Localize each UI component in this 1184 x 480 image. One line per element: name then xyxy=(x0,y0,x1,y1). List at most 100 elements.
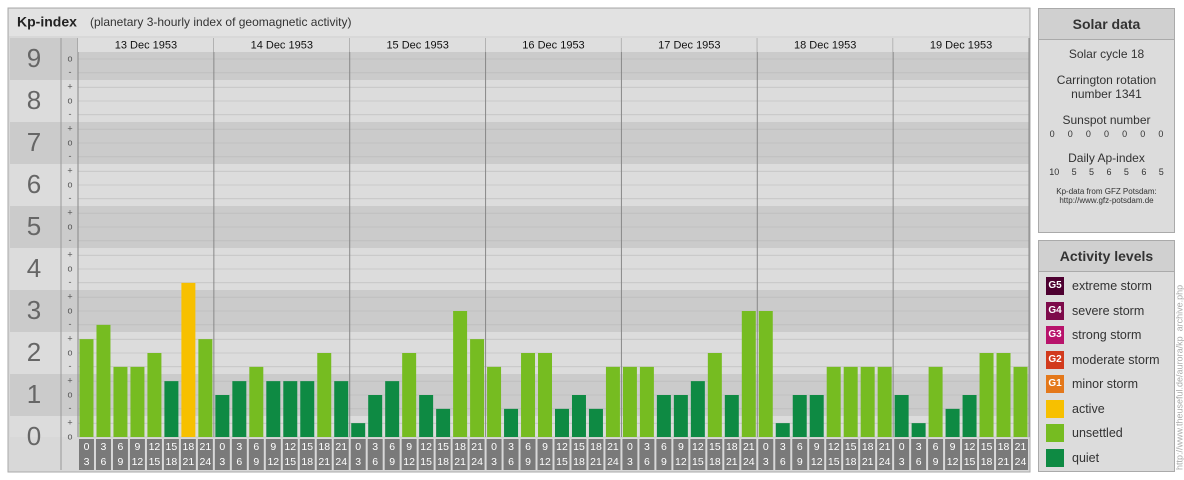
x-tick-label: 14 Dec 1953 xyxy=(251,39,313,51)
hour-label: 0 xyxy=(84,441,90,453)
minor-tick-label: + xyxy=(67,250,72,260)
hour-box xyxy=(945,439,961,470)
hour-label: 6 xyxy=(525,441,531,453)
bar xyxy=(588,408,603,437)
hour-label: 0 xyxy=(355,441,361,453)
hour-label: 6 xyxy=(661,441,667,453)
hour-label: 6 xyxy=(916,456,922,468)
legend-label: severe storm xyxy=(1072,303,1145,318)
legend-swatch xyxy=(1046,399,1064,418)
chart-title: Kp-index xyxy=(17,14,77,30)
minor-tick-label: - xyxy=(69,235,72,245)
hour-label: 15 xyxy=(692,456,704,468)
hour-label: 12 xyxy=(132,456,144,468)
legend-swatch: G5 xyxy=(1046,277,1064,296)
bar xyxy=(656,395,671,437)
hour-box xyxy=(894,439,910,470)
hour-label: 21 xyxy=(879,441,891,453)
bar xyxy=(639,366,654,437)
sunspot-value: 0 xyxy=(1085,129,1091,139)
hour-label: 3 xyxy=(84,456,90,468)
minor-tick-label: - xyxy=(69,277,72,287)
hour-box xyxy=(418,439,434,470)
hour-label: 15 xyxy=(284,456,296,468)
hour-box xyxy=(248,439,264,470)
hour-label: 6 xyxy=(644,456,650,468)
bar xyxy=(147,353,162,437)
hour-label: 3 xyxy=(372,441,378,453)
bar xyxy=(487,366,502,437)
hour-label: 9 xyxy=(933,456,939,468)
date-row xyxy=(485,38,622,52)
minor-tick-label: o xyxy=(67,347,72,357)
bar xyxy=(436,408,451,437)
bar xyxy=(877,366,892,437)
hour-box xyxy=(554,439,570,470)
legend-label: moderate storm xyxy=(1072,352,1160,367)
hour-box xyxy=(520,439,536,470)
bar xyxy=(979,353,994,437)
date-row xyxy=(893,38,1029,52)
bar xyxy=(198,339,213,437)
hour-label: 3 xyxy=(508,441,514,453)
hour-label: 24 xyxy=(471,456,483,468)
hour-label: 18 xyxy=(301,456,313,468)
header xyxy=(9,9,1029,36)
hour-label: 12 xyxy=(420,441,432,453)
hour-label: 18 xyxy=(845,456,857,468)
hour-label: 12 xyxy=(403,456,415,468)
hour-box xyxy=(384,439,400,470)
hour-label: 21 xyxy=(183,456,195,468)
hour-box xyxy=(401,439,417,470)
hour-label: 15 xyxy=(709,441,721,453)
hour-label: 15 xyxy=(556,456,568,468)
hour-label: 6 xyxy=(780,456,786,468)
hour-label: 3 xyxy=(780,441,786,453)
hour-label: 6 xyxy=(933,441,939,453)
minor-tick-label: - xyxy=(69,193,72,203)
minor-tick-label: - xyxy=(69,319,72,329)
x-tick-label: 15 Dec 1953 xyxy=(386,39,448,51)
hour-box xyxy=(707,439,723,470)
bar xyxy=(249,366,264,437)
minor-tick-label: o xyxy=(67,137,72,147)
bar xyxy=(521,353,536,437)
minor-tick-label: o xyxy=(67,389,72,399)
hour-box xyxy=(962,439,978,470)
bar xyxy=(283,381,298,437)
bar xyxy=(538,353,552,437)
hour-label: 0 xyxy=(219,441,225,453)
hour-label: 18 xyxy=(573,456,585,468)
y-tick-label: 0 xyxy=(27,421,41,451)
minor-tick-label: + xyxy=(67,292,72,302)
hour-label: 9 xyxy=(542,441,548,453)
hour-label: 15 xyxy=(964,456,976,468)
legend-label: extreme storm xyxy=(1072,279,1152,294)
bar xyxy=(673,395,688,437)
legend-label: active xyxy=(1072,401,1105,416)
hour-box xyxy=(1013,439,1028,470)
bar xyxy=(605,366,620,437)
bar xyxy=(690,381,705,437)
hour-box xyxy=(588,439,604,470)
bar xyxy=(334,381,349,437)
hour-label: 3 xyxy=(644,441,650,453)
hour-label: 21 xyxy=(200,441,212,453)
hour-label: 6 xyxy=(101,456,107,468)
legend-item: G4 severe storm xyxy=(1039,299,1174,324)
levels-panel: Activity levels G5 extreme storm G4 severe … xyxy=(1038,240,1175,472)
hour-box xyxy=(367,439,383,470)
bar xyxy=(860,366,875,437)
hour-label: 6 xyxy=(118,441,124,453)
hour-label: 24 xyxy=(200,456,212,468)
hour-box xyxy=(146,439,162,470)
hour-box xyxy=(333,439,349,470)
hour-label: 6 xyxy=(236,456,242,468)
minor-tick-label: o xyxy=(67,263,72,273)
minor-tick-label: + xyxy=(67,418,72,428)
minor-tick-label: + xyxy=(67,166,72,176)
bar xyxy=(215,395,230,437)
minor-tick-label: + xyxy=(67,376,72,386)
